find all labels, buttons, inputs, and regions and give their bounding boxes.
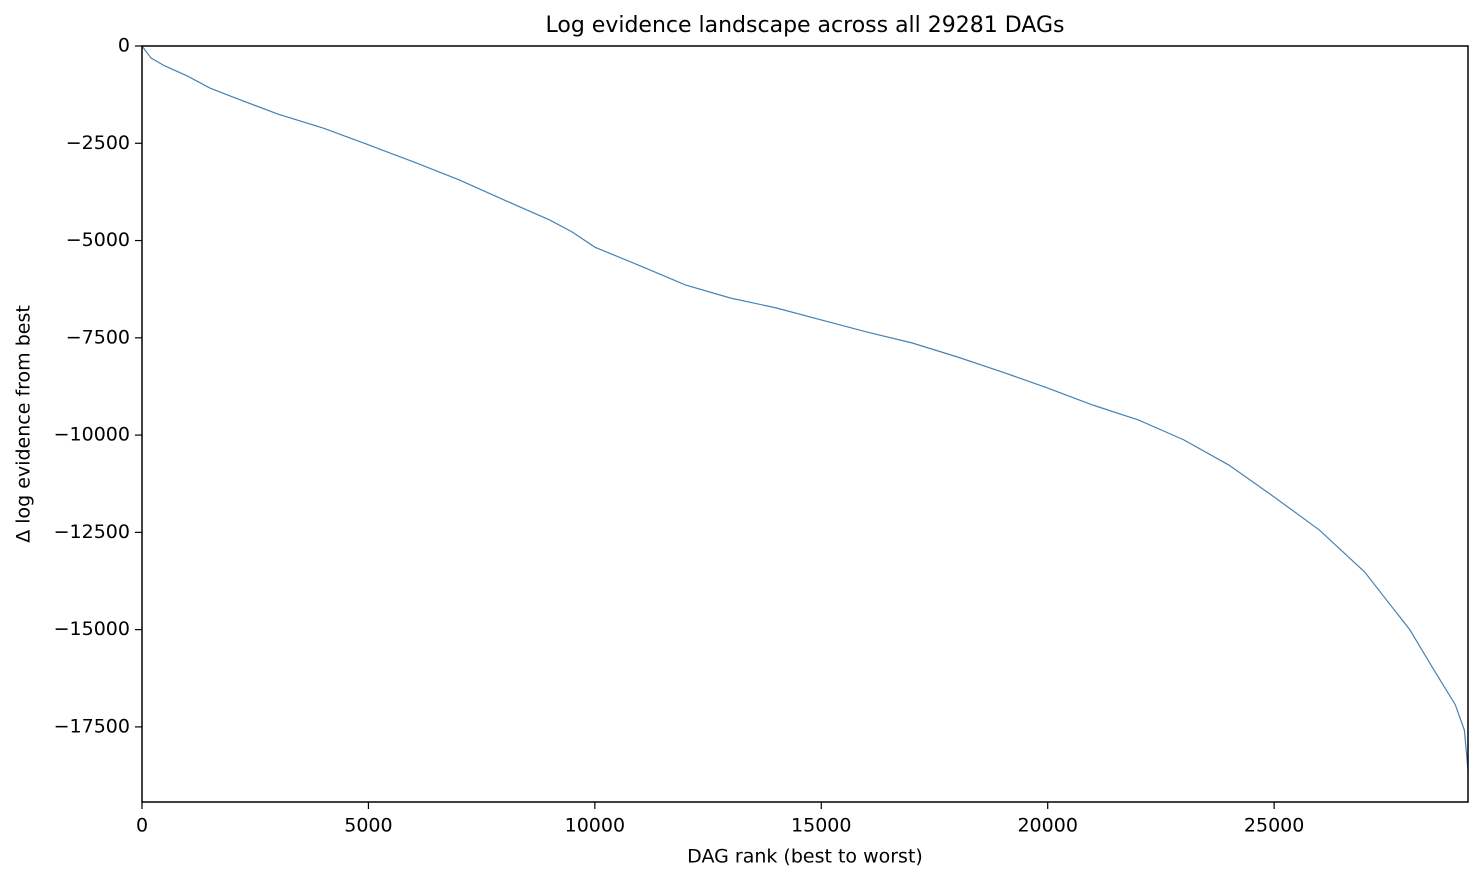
x-tick-label: 10000 [565,815,625,837]
x-axis-label: DAG rank (best to worst) [687,846,923,868]
y-tick-label: 0 [118,35,130,57]
data-line [141,45,1469,770]
y-tick-label: −7500 [66,326,130,348]
y-tick-label: −5000 [66,229,130,251]
y-tick-label: −2500 [66,132,130,154]
y-tick-label: −12500 [54,521,130,543]
x-tick-label: 20000 [1017,815,1077,837]
y-tick-label: −15000 [54,618,130,640]
chart-title: Log evidence landscape across all 29281 … [546,13,1065,38]
y-axis-label: Δ log evidence from best [13,305,35,543]
x-tick-label: 15000 [791,815,851,837]
x-tick-label: 25000 [1244,815,1304,837]
y-tick-label: −10000 [54,424,130,446]
plot-frame [141,45,1469,803]
y-tick-label: −17500 [54,715,130,737]
x-tick-label: 5000 [344,815,392,837]
x-tick-label: 0 [136,815,148,837]
